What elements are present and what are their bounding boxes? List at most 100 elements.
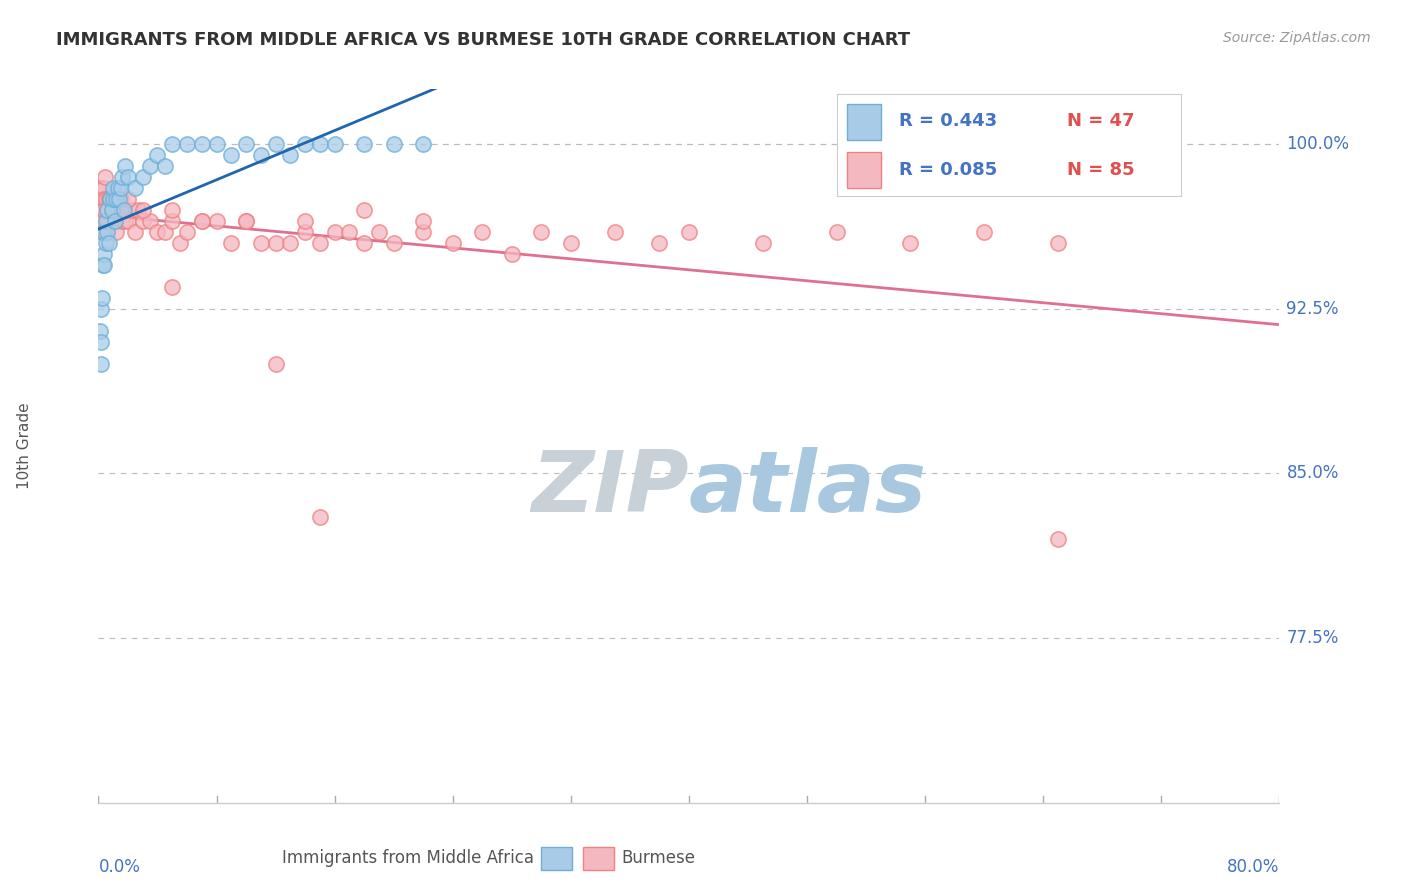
Point <box>973 225 995 239</box>
Point <box>132 202 155 217</box>
Text: R = 0.085: R = 0.085 <box>898 161 997 178</box>
Point <box>103 192 125 206</box>
Point <box>103 181 125 195</box>
Point <box>98 192 121 206</box>
Point <box>441 235 464 250</box>
Point <box>169 235 191 250</box>
Point <box>98 192 121 206</box>
Point <box>124 225 146 239</box>
Point <box>337 225 360 239</box>
Point <box>89 192 111 206</box>
Text: 10th Grade: 10th Grade <box>17 402 32 490</box>
Point <box>205 214 228 228</box>
Point <box>93 247 115 261</box>
Point <box>235 214 257 228</box>
Text: 92.5%: 92.5% <box>1286 300 1339 318</box>
Point <box>162 214 183 228</box>
Point <box>120 202 142 217</box>
Point <box>90 225 112 239</box>
Point <box>94 235 117 250</box>
Point <box>111 169 134 184</box>
Point <box>105 225 128 239</box>
Point <box>105 192 128 206</box>
Text: N = 85: N = 85 <box>1067 161 1135 178</box>
Point <box>501 247 523 261</box>
Point <box>97 235 120 250</box>
Point <box>117 192 139 206</box>
Point <box>97 192 120 206</box>
Point <box>250 148 273 162</box>
Point <box>162 280 183 294</box>
Point <box>104 214 127 228</box>
Point <box>153 225 176 239</box>
Point <box>235 214 257 228</box>
Point <box>89 324 111 338</box>
Point <box>294 137 316 152</box>
Point <box>93 181 115 195</box>
Point <box>900 235 922 250</box>
Text: 100.0%: 100.0% <box>1286 135 1350 153</box>
Point <box>91 291 114 305</box>
Point <box>94 214 117 228</box>
Point <box>127 202 149 217</box>
Point <box>97 192 120 206</box>
Point <box>162 202 183 217</box>
Point <box>309 235 332 250</box>
Point <box>96 202 118 217</box>
Point <box>124 181 146 195</box>
Point <box>191 137 214 152</box>
Point <box>110 181 132 195</box>
Point <box>112 202 135 217</box>
Point <box>91 214 114 228</box>
Point <box>294 214 316 228</box>
Point <box>103 202 125 217</box>
Point <box>108 192 131 206</box>
Point <box>412 214 434 228</box>
Point <box>219 148 243 162</box>
Point <box>90 202 112 217</box>
Text: R = 0.443: R = 0.443 <box>898 112 997 130</box>
Point <box>107 181 129 195</box>
Point <box>90 301 112 316</box>
Point <box>530 225 553 239</box>
Point <box>110 192 132 206</box>
Point <box>96 202 118 217</box>
Point <box>153 159 176 173</box>
Point <box>205 137 228 152</box>
Point <box>191 214 214 228</box>
Point <box>412 137 434 152</box>
Point <box>90 334 112 349</box>
Point <box>323 225 346 239</box>
Point <box>162 137 183 152</box>
Point <box>1046 235 1069 250</box>
Text: 85.0%: 85.0% <box>1286 465 1339 483</box>
Point <box>91 258 114 272</box>
Text: ZIP: ZIP <box>531 447 689 531</box>
Point <box>264 357 287 371</box>
Point <box>98 202 121 217</box>
Point <box>382 137 405 152</box>
FancyBboxPatch shape <box>846 153 882 188</box>
Point <box>471 225 494 239</box>
Point <box>132 214 155 228</box>
Point <box>114 214 136 228</box>
Point <box>294 225 316 239</box>
Point <box>96 225 118 239</box>
Point <box>176 225 198 239</box>
Point <box>132 169 155 184</box>
Point <box>176 137 198 152</box>
Point <box>91 202 114 217</box>
Point <box>111 214 134 228</box>
Point <box>678 225 700 239</box>
Text: 80.0%: 80.0% <box>1227 858 1279 876</box>
Point <box>250 235 273 250</box>
Point <box>278 148 302 162</box>
Point <box>382 235 405 250</box>
Point <box>605 225 627 239</box>
Point <box>353 137 375 152</box>
Point <box>91 214 114 228</box>
Point <box>751 235 773 250</box>
Point <box>112 202 135 217</box>
Point <box>93 225 115 239</box>
Point <box>94 169 117 184</box>
